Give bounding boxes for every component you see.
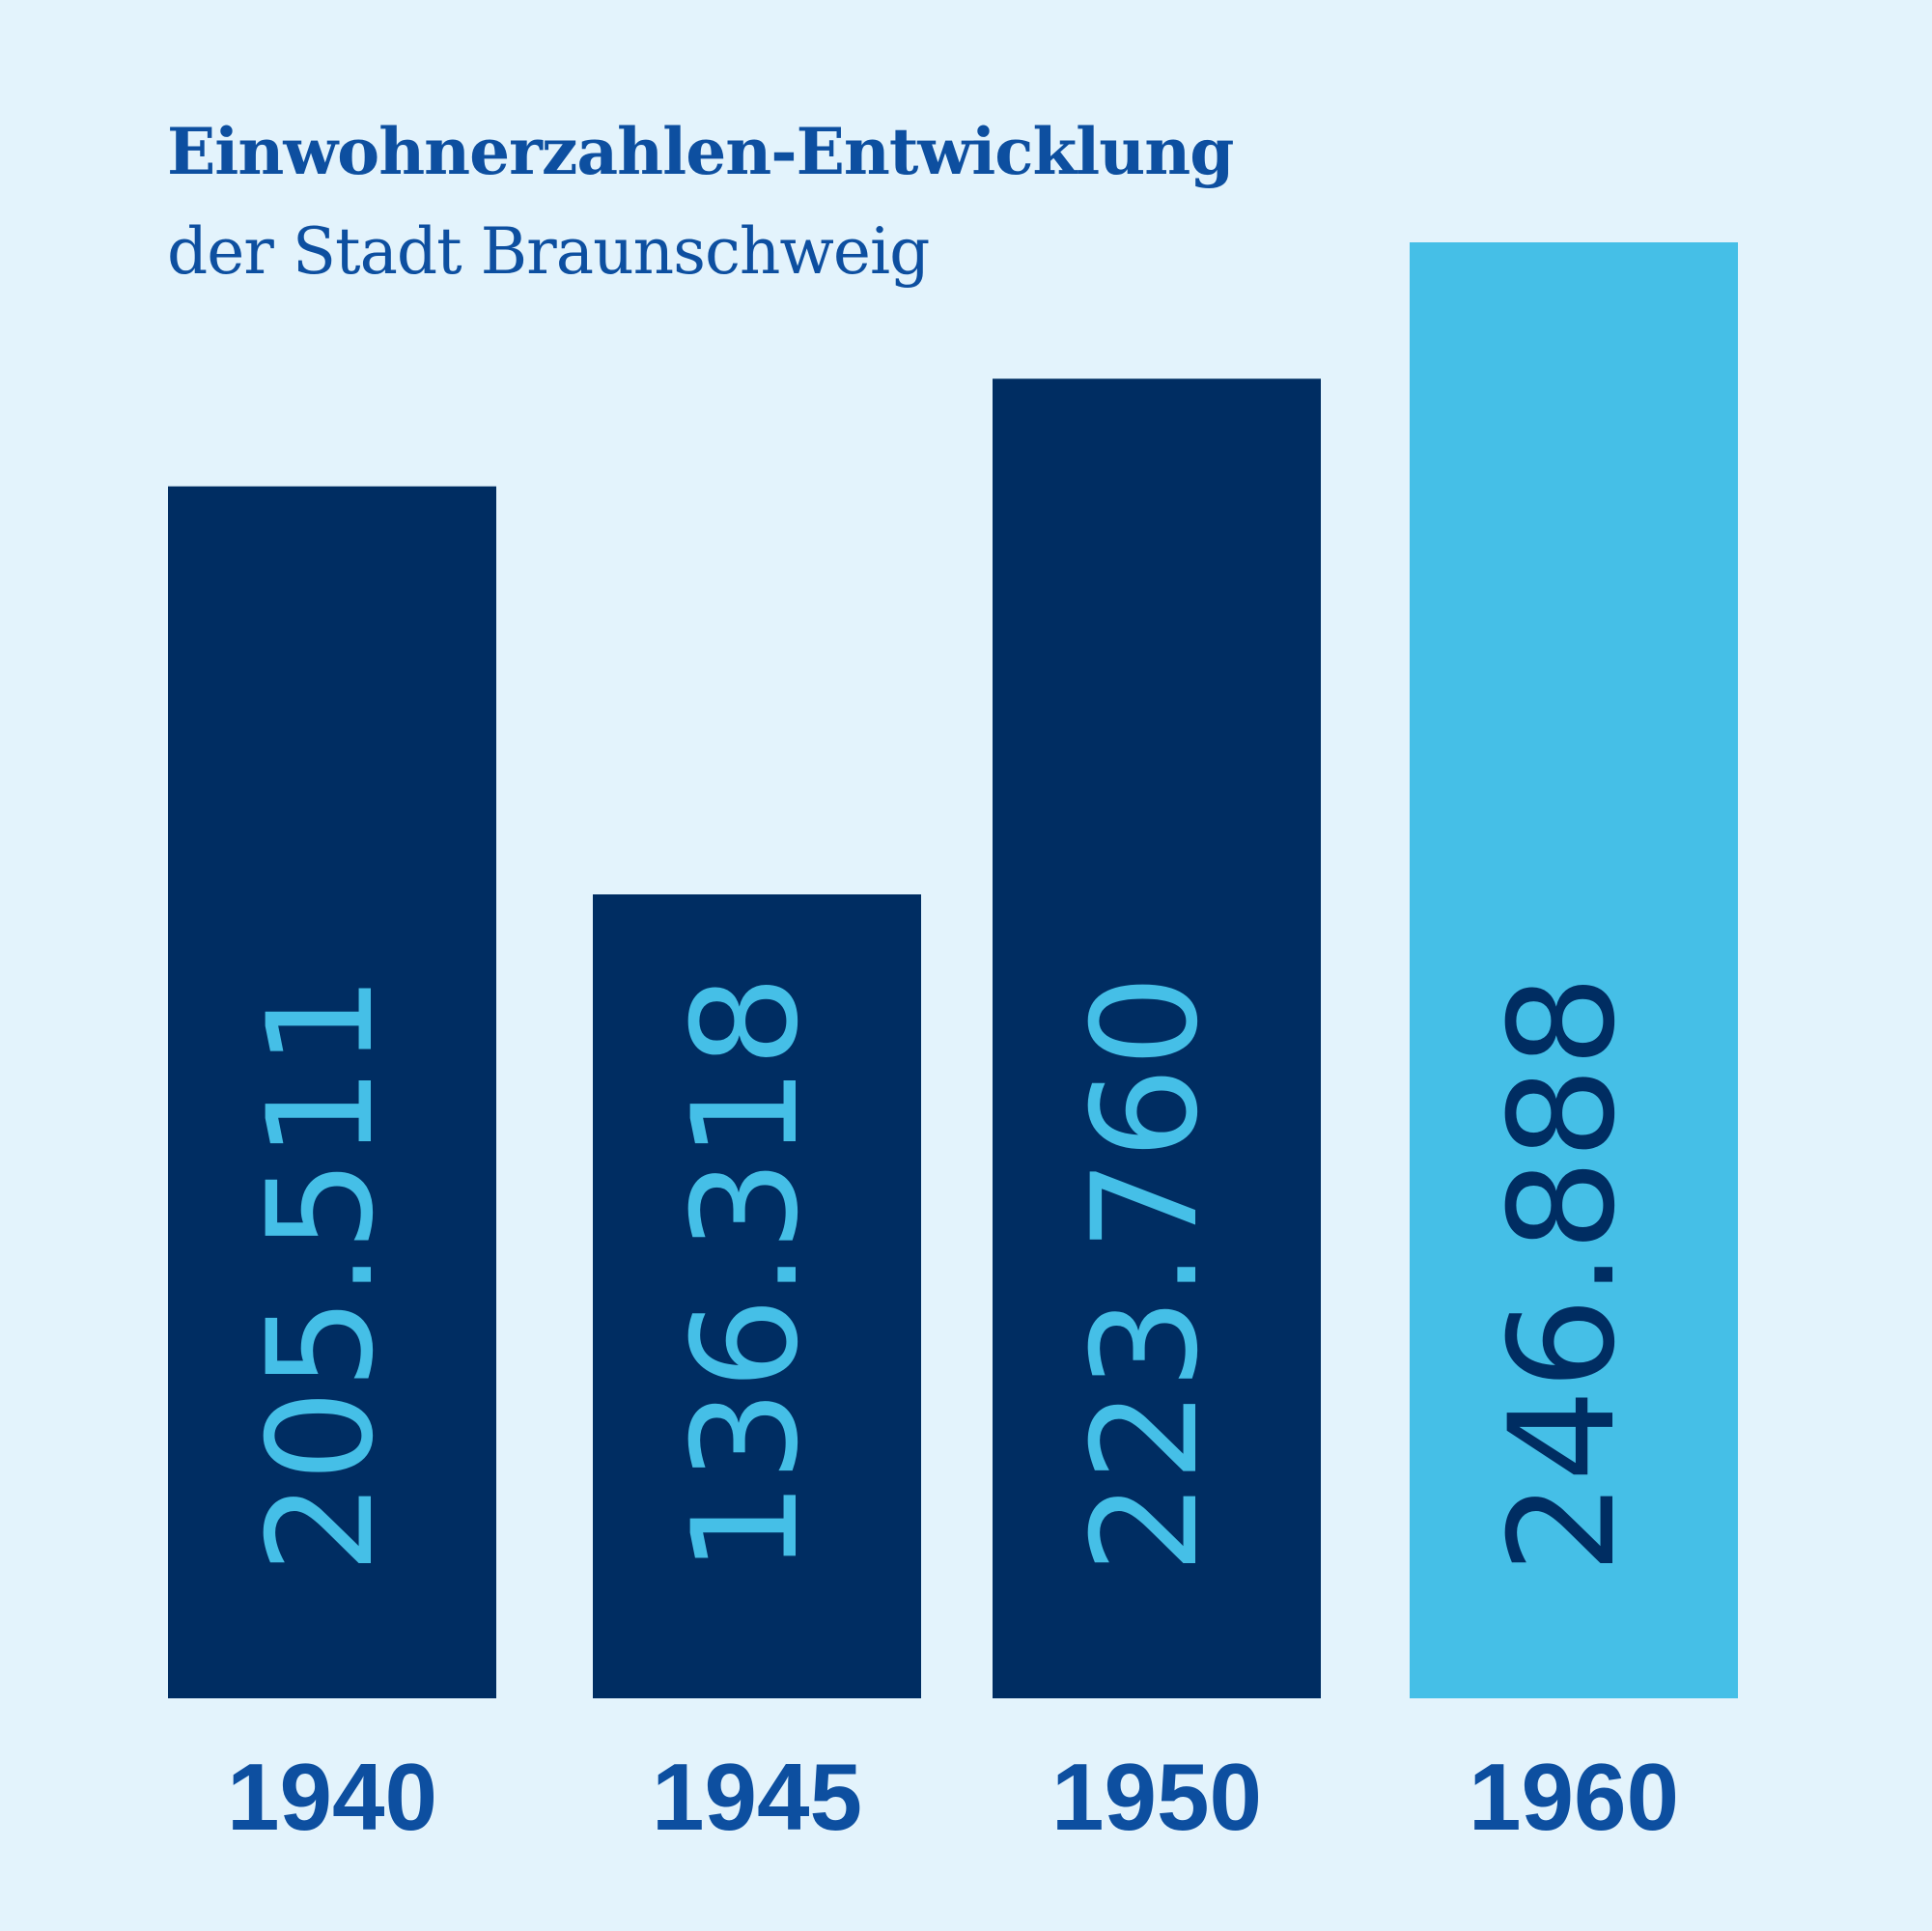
bar-1945 [593,894,921,1698]
bar-value-label-1960: 246.888 [1479,975,1647,1574]
x-tick-label-1945: 1945 [652,1744,862,1850]
x-tick-label-1940: 1940 [227,1744,437,1850]
x-tick-label-1960: 1960 [1469,1744,1679,1850]
bar-1960 [1410,242,1738,1698]
x-tick-label-1950: 1950 [1051,1744,1262,1850]
bar-value-label-1940: 205.511 [238,975,406,1574]
chart-title: Einwohnerzahlen-Entwicklung [167,114,1234,189]
bar-1940 [168,486,496,1699]
bar-value-label-1950: 223.760 [1062,975,1230,1574]
bar-value-label-1945: 136.318 [662,975,830,1574]
bar-1950 [993,378,1321,1698]
chart-subtitle: der Stadt Braunschweig [167,214,930,289]
